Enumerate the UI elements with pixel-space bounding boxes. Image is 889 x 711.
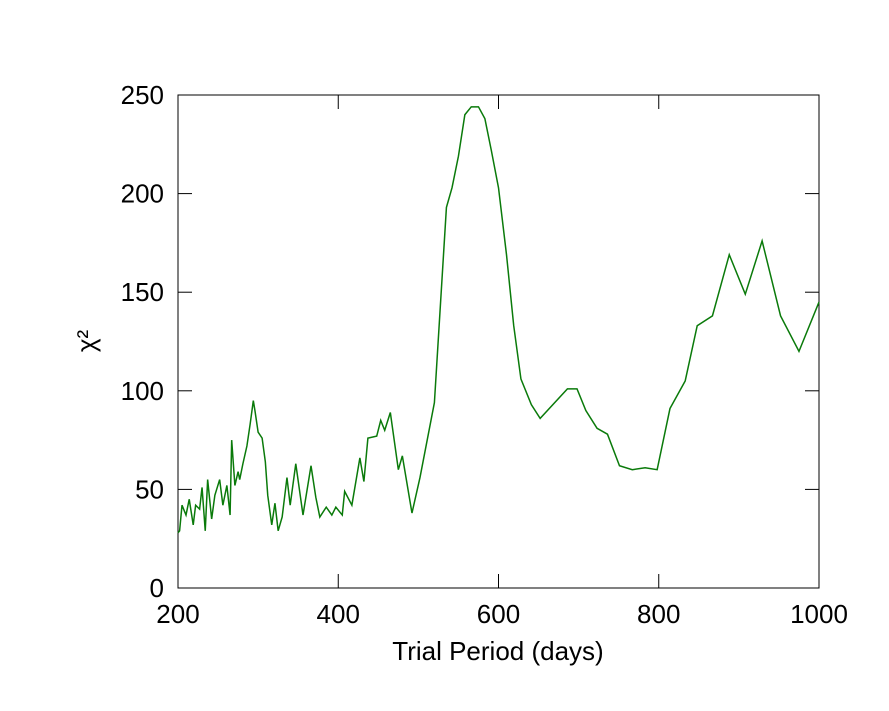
y-tick-label: 0	[150, 573, 164, 603]
y-tick-label: 250	[121, 80, 164, 110]
x-tick-label: 400	[317, 599, 360, 629]
x-axis-label: Trial Period (days)	[392, 636, 603, 666]
y-tick-label: 150	[121, 277, 164, 307]
x-tick-label: 200	[156, 599, 199, 629]
x-tick-label: 600	[477, 599, 520, 629]
x-tick-label: 1000	[790, 599, 848, 629]
y-tick-label: 200	[121, 179, 164, 209]
plot-frame	[177, 94, 820, 589]
y-tick-label: 50	[135, 474, 164, 504]
y-axis-label: χ²	[71, 330, 101, 353]
data-line	[177, 106, 820, 534]
y-tick-label: 100	[121, 376, 164, 406]
x-tick-label: 800	[637, 599, 680, 629]
